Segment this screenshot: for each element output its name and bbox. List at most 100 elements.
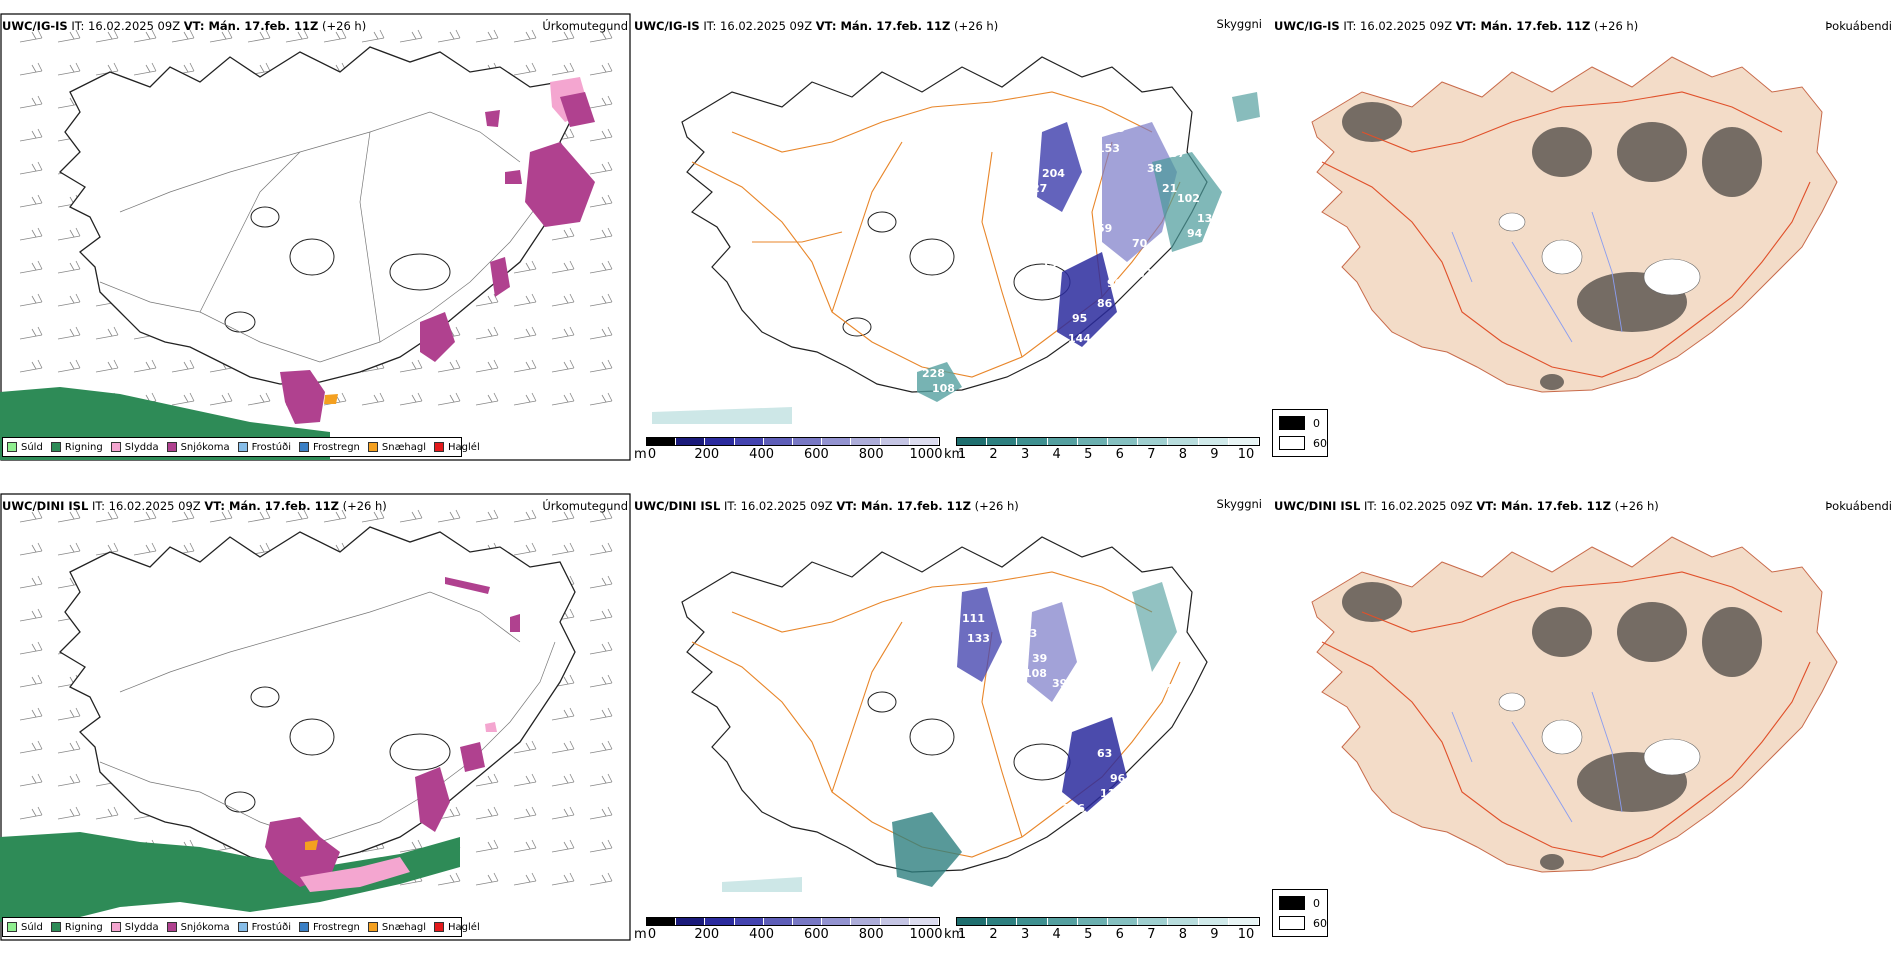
- panel-header: UWC/DINI ISL IT: 16.02.2025 09Z VT: Mán.…: [634, 499, 1019, 513]
- fog-dark-swatch: [1279, 896, 1305, 910]
- colorbar-tick: 1000: [909, 927, 943, 942]
- wind-barb-icon: [399, 839, 423, 853]
- legend-swatch: [299, 922, 309, 932]
- visibility-labels: 111 133 93 39 108 39 63 96 114 146 282 87 125: [962, 612, 1182, 840]
- visibility-value-label: 114: [1100, 787, 1123, 800]
- cloud-base-colorbar: m 0 200 400 600 800 1000: [634, 917, 944, 955]
- wind-barb-icon: [513, 542, 537, 556]
- colorbar-tick: 7: [1147, 447, 1156, 462]
- wind-barb-icon: [19, 575, 43, 589]
- legend-item: Snæhagl: [367, 922, 426, 933]
- colorbar-cell: [1017, 438, 1048, 445]
- wind-barb-icon: [171, 392, 195, 406]
- wind-barb-icon: [475, 872, 499, 886]
- low-cloud-areas: [652, 92, 1260, 424]
- colorbar-tick: 200: [694, 447, 720, 462]
- colorbar-cell: [734, 918, 764, 925]
- wind-barb-icon: [361, 392, 385, 406]
- wind-barb-icon: [589, 227, 613, 241]
- wind-barb-icon: [589, 740, 613, 754]
- wind-barb-icon: [19, 293, 43, 307]
- wind-barb-icon: [589, 29, 613, 43]
- colorbar-cell: [793, 918, 823, 925]
- fog-title: Þokuábendi: [1825, 19, 1892, 33]
- fog-legend: 0 60: [1272, 409, 1328, 457]
- wind-barb-icon: [361, 509, 385, 523]
- colorbar-cell: [1228, 918, 1260, 925]
- visibility-value-label: 93: [1022, 627, 1037, 640]
- wind-barb-icon: [57, 773, 81, 787]
- colorbar-strip: [646, 437, 940, 446]
- visibility-value-label: 133: [967, 632, 990, 645]
- wind-barb-icon: [589, 194, 613, 208]
- visibility-map-2: 111 133 93 39 108 39 63 96 114 146 282 87 125: [681, 536, 1208, 892]
- legend-label: Haglél: [448, 441, 480, 453]
- legend-swatch: [50, 922, 61, 932]
- colorbar-cell: [987, 438, 1018, 445]
- legend-swatch: [299, 442, 309, 452]
- wind-barb-icon: [95, 509, 119, 523]
- wind-barb-icon: [551, 872, 575, 886]
- wind-barb-icon: [513, 359, 537, 373]
- precip-type-panel-1: UWC/IG-IS IT: 16.02.2025 09Z VT: Mán. 17…: [0, 12, 632, 462]
- wind-barb-icon: [513, 806, 537, 820]
- legend-label: Rigning: [64, 441, 103, 453]
- legend-label: Súld: [21, 441, 43, 453]
- fog-dark-swatch: [1279, 416, 1305, 430]
- wind-barb-icon: [171, 359, 195, 373]
- wind-barb-icon: [399, 509, 423, 523]
- colorbar-cell: [734, 438, 764, 445]
- colorbar-cell: [987, 918, 1018, 925]
- colorbar-cell: [957, 918, 988, 925]
- wind-barb-icon: [95, 359, 119, 373]
- colorbar-strip: [956, 437, 1260, 446]
- wind-barb-icon: [551, 326, 575, 340]
- legend-item: Súld: [7, 922, 43, 933]
- wind-barb-icon: [95, 29, 119, 43]
- visibility-value-label: 38: [1147, 162, 1162, 175]
- colorbar-cell: [1168, 918, 1199, 925]
- colorbar-unit: km: [944, 927, 965, 942]
- legend-label: Snjókoma: [180, 921, 230, 933]
- fog-light-swatch: [1279, 436, 1305, 450]
- rivers: [1451, 211, 1623, 343]
- wind-barb-icon: [171, 509, 195, 523]
- wind-barb-icon: [361, 29, 385, 43]
- visibility-value-label: 27: [1032, 182, 1047, 195]
- wind-barb-icon: [19, 95, 43, 109]
- colorbar-tick: 400: [749, 447, 775, 462]
- wind-barb-icon: [589, 293, 613, 307]
- colorbar-cell: [676, 438, 706, 445]
- colorbar-cell: [851, 918, 881, 925]
- wind-barb-icon: [57, 806, 81, 820]
- visibility-value-label: 95: [1072, 312, 1087, 325]
- legend-swatch: [434, 442, 445, 452]
- wind-barb-icon: [475, 293, 499, 307]
- legend-swatch: [7, 922, 17, 932]
- fog-shading: [1342, 582, 1762, 870]
- wind-barb-icon: [513, 62, 537, 76]
- wind-barb-icon: [57, 227, 81, 241]
- colorbar-cell: [647, 438, 677, 445]
- fog-panel-1: UWC/IG-IS IT: 16.02.2025 09Z VT: Mán. 17…: [1272, 12, 1900, 462]
- wind-barb-icon: [57, 707, 81, 721]
- wind-barb-icon: [513, 740, 537, 754]
- wind-barb-icon: [399, 29, 423, 43]
- wind-barb-icon: [247, 509, 271, 523]
- colorbar-tick: 0: [647, 447, 657, 462]
- legend-swatch: [110, 922, 121, 932]
- visibility-value-label: 15: [1042, 257, 1057, 270]
- wind-barb-icon: [19, 326, 43, 340]
- wind-barb-icon: [57, 542, 81, 556]
- panel-header: UWC/IG-IS IT: 16.02.2025 09Z VT: Mán. 17…: [2, 19, 367, 33]
- wind-barb-icon: [19, 260, 43, 274]
- precip-type-panel-2: UWC/DINI ISL IT: 16.02.2025 09Z VT: Mán.…: [0, 492, 632, 942]
- colorbar-cell: [647, 918, 677, 925]
- visibility-value-label: 63: [1222, 177, 1237, 190]
- legend-swatch: [367, 442, 378, 452]
- wind-barb-icon: [399, 392, 423, 406]
- wind-barb-icon: [133, 542, 157, 556]
- colorbar-tick: 10: [1237, 927, 1255, 942]
- wind-barb-icon: [589, 773, 613, 787]
- legend-label: Frostúði: [251, 921, 291, 933]
